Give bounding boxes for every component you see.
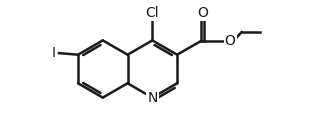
Text: N: N	[147, 91, 157, 105]
Text: I: I	[51, 46, 55, 60]
Text: O: O	[225, 34, 236, 48]
Text: O: O	[197, 6, 208, 20]
Text: Cl: Cl	[146, 6, 159, 20]
